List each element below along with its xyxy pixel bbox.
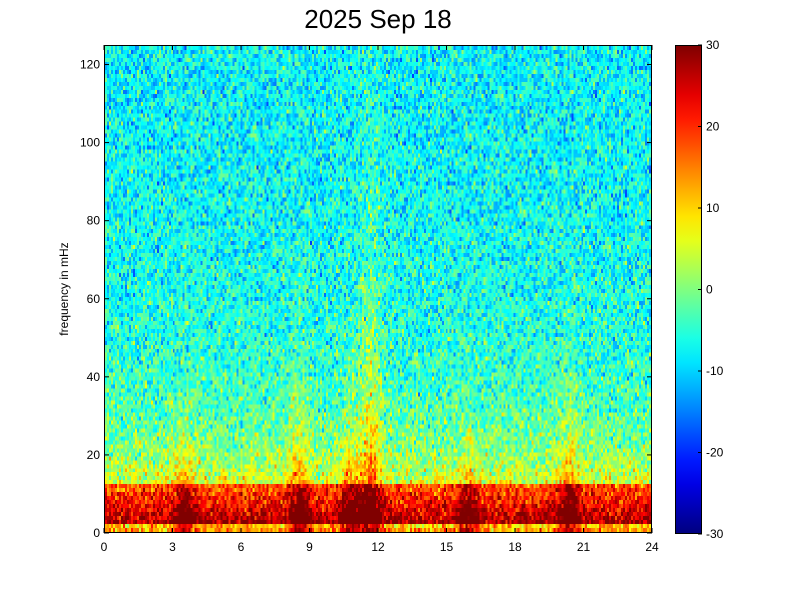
x-tick-label: 15: [440, 540, 454, 554]
colorbar-tick-label: -10: [706, 364, 724, 378]
x-tick-label: 9: [306, 540, 313, 554]
chart-title: 2025 Sep 18: [304, 4, 452, 34]
y-tick-label: 100: [80, 136, 100, 150]
x-tick-label: 24: [645, 540, 659, 554]
y-tick-label: 120: [80, 58, 100, 72]
x-tick-label: 0: [101, 540, 108, 554]
y-tick-label: 80: [87, 214, 101, 228]
plot-area: [104, 45, 652, 533]
x-tick-label: 3: [169, 540, 176, 554]
y-tick-label: 0: [93, 526, 100, 540]
colorbar-tick-label: 20: [706, 120, 720, 134]
colorbar-tick-label: -20: [706, 446, 724, 460]
y-tick-label: 20: [87, 448, 101, 462]
colorbar-tick-label: 10: [706, 201, 720, 215]
x-tick-label: 12: [371, 540, 385, 554]
y-axis-label: frequency in mHz: [57, 242, 71, 335]
colorbar-tick-label: -30: [706, 527, 724, 541]
spectrogram-heatmap: [105, 46, 651, 532]
colorbar-tick-label: 0: [706, 283, 713, 297]
x-tick-label: 18: [508, 540, 522, 554]
x-tick-label: 6: [238, 540, 245, 554]
y-tick-label: 40: [87, 370, 101, 384]
y-tick-label: 60: [87, 292, 101, 306]
x-tick-label: 21: [577, 540, 591, 554]
colorbar: [675, 45, 702, 534]
colorbar-tick-label: 30: [706, 38, 720, 52]
